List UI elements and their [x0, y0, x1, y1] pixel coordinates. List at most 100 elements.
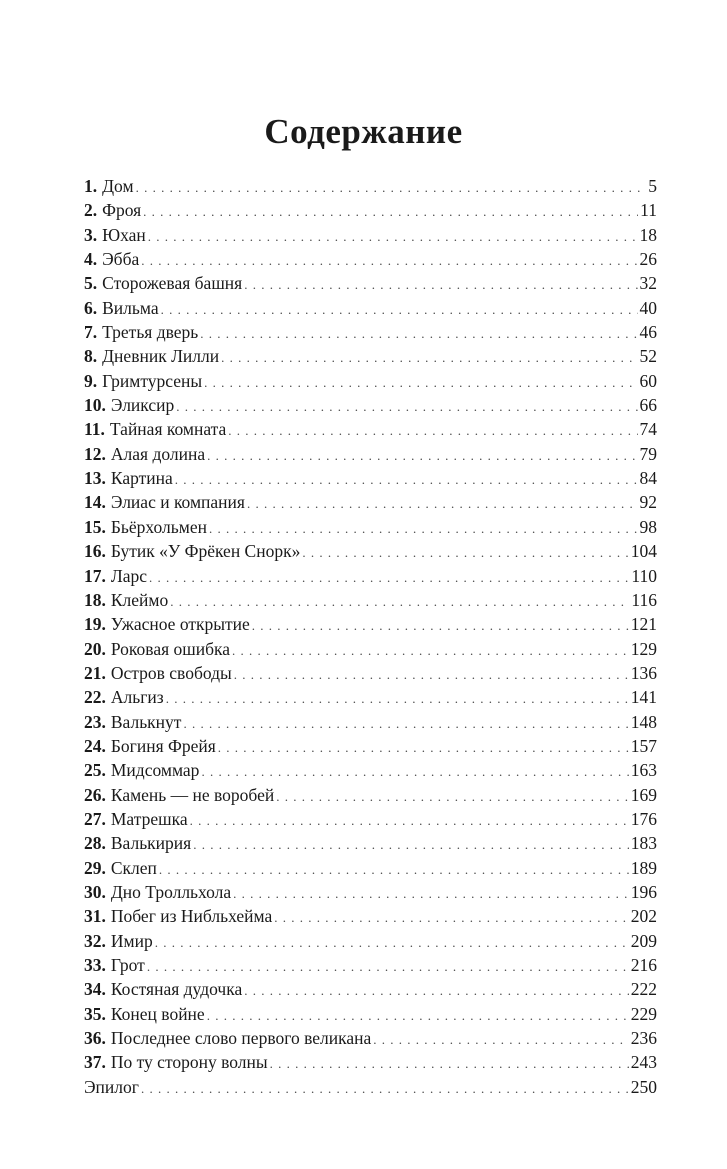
toc-entry: 19.Ужасное открытие 121 [84, 612, 657, 636]
chapter-number: 29. [84, 857, 106, 878]
toc-entry: 8.Дневник Лилли 52 [84, 344, 657, 368]
page-number: 183 [630, 833, 657, 854]
dot-leader [221, 344, 637, 370]
toc-entry: 7.Третья дверь 46 [84, 320, 657, 344]
dot-leader [373, 1026, 629, 1052]
toc-entry: 13.Картина 84 [84, 466, 657, 490]
toc-entry: 21.Остров свободы 136 [84, 661, 657, 685]
dot-leader [270, 1050, 629, 1076]
dot-leader [276, 783, 629, 809]
dot-leader [218, 734, 629, 760]
chapter-number: 27. [84, 808, 106, 829]
page-number: 229 [630, 1003, 657, 1024]
chapter-title: Алая долина [110, 443, 206, 464]
page-number: 110 [631, 565, 657, 586]
chapter-title: Имир [110, 930, 153, 951]
page-number: 40 [639, 297, 658, 318]
chapter-title: Валькирия [110, 833, 192, 854]
page-number: 116 [631, 589, 657, 610]
toc-entry: 33.Грот 216 [84, 953, 657, 977]
dot-leader [209, 515, 638, 541]
dot-leader [244, 271, 637, 297]
chapter-title: Клеймо [110, 589, 169, 610]
dot-leader [166, 685, 629, 711]
chapter-title: Матрешка [110, 808, 188, 829]
toc-entry: 1.Дом 5 [84, 174, 657, 198]
page-number: 46 [639, 322, 658, 343]
toc-entry: 34.Костяная дудочка 222 [84, 977, 657, 1001]
chapter-title: Третья дверь [102, 322, 199, 343]
chapter-title: Тайная комната [109, 419, 227, 440]
page-number: 250 [630, 1076, 657, 1097]
chapter-number: 25. [84, 760, 106, 781]
toc-entry: 23.Валькнут 148 [84, 710, 657, 734]
page-number: 196 [630, 881, 657, 902]
table-of-contents: 1.Дом52.Фроя113.Юхан184.Эбба265.Сторожев… [84, 174, 657, 1099]
chapter-title: Валькнут [110, 711, 182, 732]
toc-entry: 20.Роковая ошибка 129 [84, 637, 657, 661]
chapter-number: 37. [84, 1052, 106, 1073]
dot-leader [141, 247, 637, 273]
page-number: 66 [639, 395, 658, 416]
chapter-title: Остров свободы [110, 662, 232, 683]
toc-entry: 37.По ту сторону волны 243 [84, 1050, 657, 1074]
chapter-number: 16. [84, 541, 106, 562]
page-number: 79 [639, 443, 658, 464]
chapter-title: Юхан [102, 224, 146, 245]
dot-leader [232, 637, 629, 663]
chapter-number: 14. [84, 492, 106, 513]
page-number: 136 [630, 662, 657, 683]
toc-entry: 24.Богиня Фрейя 157 [84, 734, 657, 758]
chapter-title: Эбба [102, 249, 140, 270]
toc-entry: 29.Склеп 189 [84, 856, 657, 880]
page-number: 216 [630, 955, 657, 975]
chapter-number: 7. [84, 322, 98, 343]
page-number: 169 [630, 784, 657, 805]
chapter-title: Сторожевая башня [102, 273, 243, 294]
chapter-number: 4. [84, 249, 98, 270]
toc-entry: 15.Бьёрхольмен 98 [84, 515, 657, 539]
dot-leader [141, 1075, 629, 1101]
dot-leader [244, 977, 629, 1003]
chapter-number: 22. [84, 687, 106, 708]
chapter-number: 26. [84, 784, 106, 805]
dot-leader [170, 588, 629, 614]
dot-leader [302, 539, 628, 565]
toc-entry: 12.Алая долина 79 [84, 442, 657, 466]
dot-leader [159, 856, 629, 882]
page-number: 209 [630, 930, 657, 951]
chapter-number: 20. [84, 638, 106, 659]
chapter-title: По ту сторону волны [110, 1052, 268, 1073]
chapter-number: 28. [84, 833, 106, 854]
page-number: 32 [639, 273, 658, 294]
dot-leader [176, 393, 637, 419]
page-number: 5 [648, 176, 657, 196]
chapter-number: 15. [84, 516, 106, 537]
page-number: 84 [639, 468, 658, 489]
chapter-title: Бутик «У Фрёкен Снорк» [110, 541, 301, 562]
chapter-title: Роковая ошибка [110, 638, 231, 659]
chapter-title: Богиня Фрейя [110, 735, 216, 756]
toc-entry: 5.Сторожевая башня 32 [84, 271, 657, 295]
chapter-number: 30. [84, 881, 106, 902]
dot-leader [234, 661, 629, 687]
chapter-title: Дневник Лилли [102, 346, 220, 367]
toc-entry: 10.Эликсир 66 [84, 393, 657, 417]
page-number: 148 [630, 711, 657, 732]
page-number: 18 [639, 224, 658, 245]
chapter-number: 10. [84, 395, 106, 416]
dot-leader [201, 758, 628, 784]
page-number: 157 [630, 735, 657, 756]
dot-leader [204, 369, 637, 395]
toc-entry: 35.Конец войне 229 [84, 1002, 657, 1026]
page-number: 60 [639, 370, 658, 391]
chapter-number: 2. [84, 200, 98, 221]
page-number: 52 [639, 346, 658, 367]
dot-leader [228, 417, 637, 443]
chapter-number: 21. [84, 662, 106, 683]
chapter-title: Склеп [110, 857, 157, 878]
chapter-title: Побег из Нибльхейма [110, 906, 273, 927]
page-number: 11 [640, 200, 657, 221]
chapter-number: 12. [84, 443, 106, 464]
chapter-number: 18. [84, 589, 106, 610]
